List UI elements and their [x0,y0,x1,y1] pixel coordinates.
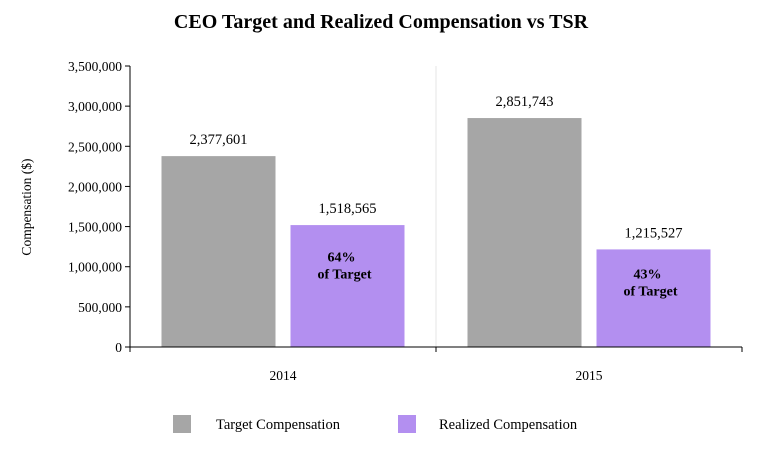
legend: Target Compensation Realized Compensation [173,415,578,433]
annotation-text: of Target [623,285,677,300]
annotation-pct: 43% [634,268,662,283]
data-label: 1,518,565 [319,201,377,217]
y-ticks: 0 500,000 1,000,000 1,500,000 2,000,000 2,500… [68,59,130,355]
y-tick-label: 2,500,000 [68,139,122,154]
data-label: 1,215,527 [625,225,683,241]
chart-title: CEO Target and Realized Compensation vs … [174,11,589,33]
x-tick-label: 2014 [270,368,297,383]
annotation-pct: 64% [328,251,356,266]
x-ticks: 2014 2015 [129,347,743,383]
bar [290,225,405,347]
legend-swatch [173,415,191,433]
y-tick-label: 3,500,000 [68,59,122,74]
x-tick-label: 2015 [576,368,603,383]
y-tick-label: 0 [115,340,122,355]
bar [161,156,276,347]
bar [596,249,711,347]
data-label: 2,377,601 [190,132,248,148]
annotation-text: of Target [317,268,371,283]
legend-swatch [398,415,416,433]
y-tick-label: 3,000,000 [68,99,122,114]
y-tick-label: 2,000,000 [68,179,122,194]
y-tick-label: 1,500,000 [68,220,122,235]
y-tick-label: 1,000,000 [68,260,122,275]
legend-label: Realized Compensation [439,417,578,433]
data-label: 2,851,743 [496,94,554,110]
bar [467,118,582,347]
legend-label: Target Compensation [216,417,341,433]
y-tick-label: 500,000 [78,300,122,315]
y-axis-label: Compensation ($) [19,158,34,255]
bars-layer: 2,377,601 1,518,565 64% of Target 2,851,743 1… [161,94,711,347]
